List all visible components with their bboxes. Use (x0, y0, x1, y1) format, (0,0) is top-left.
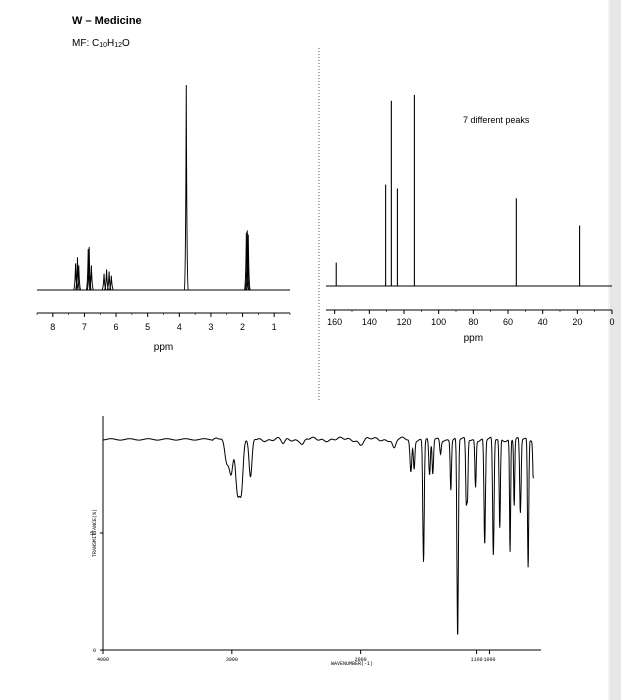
h1-tick-label-1: 1 (272, 322, 277, 332)
page-edge (608, 0, 610, 700)
h1-tick-label-4: 4 (177, 322, 182, 332)
ir-tick-label-3000: 3000 (226, 657, 238, 663)
h1-tick-label-2: 2 (240, 322, 245, 332)
mf-hydrogen-count: 12 (114, 42, 123, 49)
c13-x-axis-label: ppm (464, 333, 483, 344)
ir-tick-label-1100: 1100 (471, 657, 483, 663)
h1-peak-5 (88, 265, 94, 291)
h1-tick-label-5: 5 (145, 322, 150, 332)
h1-peak-9 (108, 275, 114, 291)
h1-peak-2 (76, 265, 82, 291)
ir-tick-label-1000: 1000 (483, 657, 495, 663)
c13-tick-label-140: 140 (362, 317, 377, 327)
ir-y-axis-label: TRANSMITTANCE(%) (92, 509, 98, 557)
ir-x-axis-label: WAVENUMBER(-1) (331, 661, 373, 667)
h1-tick-label-8: 8 (50, 322, 55, 332)
molecular-formula: MF: C10H12O (72, 38, 130, 49)
h1-peak-3 (85, 248, 91, 291)
ir-tick-label-2000: 2000 (355, 657, 367, 663)
c13-tick-label-80: 80 (468, 317, 478, 327)
ir-tick-label-4000: 4000 (97, 657, 109, 663)
mf-oxygen: O (122, 38, 130, 49)
h1-peak-10 (183, 84, 189, 291)
scrollbar-gutter[interactable] (610, 0, 621, 700)
mf-hydrogen: H (107, 38, 115, 49)
c13-tick-label-100: 100 (431, 317, 446, 327)
c13-tick-label-120: 120 (396, 317, 411, 327)
c13-tick-label-160: 160 (327, 317, 342, 327)
mf-prefix: MF: C (72, 38, 100, 49)
h1-peak-11 (243, 232, 249, 291)
h1-tick-label-7: 7 (82, 322, 87, 332)
h1-peak-13 (245, 234, 251, 291)
ir-ytick-label-0: 0 (93, 648, 96, 654)
compound-title: W – Medicine (72, 15, 142, 27)
c13-tick-label-20: 20 (572, 317, 582, 327)
c13-tick-label-60: 60 (503, 317, 513, 327)
h1-tick-label-6: 6 (114, 322, 119, 332)
h1-peak-0 (73, 263, 79, 291)
h1-x-axis-label: ppm (154, 342, 173, 353)
h1-peak-12 (244, 230, 250, 291)
c13-tick-label-40: 40 (538, 317, 548, 327)
ir-trace (103, 436, 534, 635)
c13-peak-count-note: 7 different peaks (463, 115, 530, 125)
c13-tick-label-0: 0 (609, 317, 614, 327)
ir-ytick-label-50: 50 (90, 531, 96, 537)
h1-tick-label-3: 3 (208, 322, 213, 332)
mf-carbon-count: 10 (99, 42, 108, 49)
h1-peak-1 (75, 257, 80, 291)
